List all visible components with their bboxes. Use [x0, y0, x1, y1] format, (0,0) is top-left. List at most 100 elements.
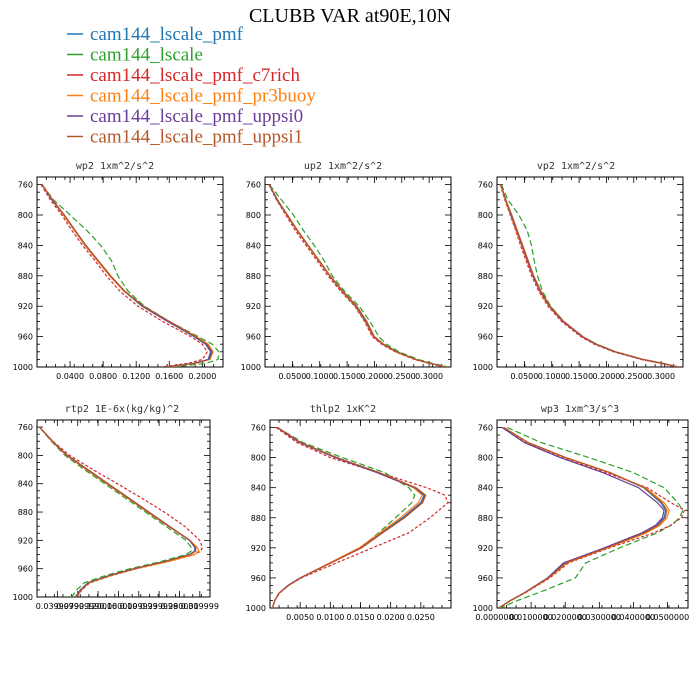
panels: wp2 1xm^2/s^2 760 800 840 880 920 960 1000 0.040… — [13, 161, 690, 622]
series-line-5 — [268, 184, 447, 367]
x-tick-label: 0.160000 — [99, 602, 137, 611]
y-tick-label: 840 — [246, 241, 261, 250]
y-tick-label: 880 — [18, 508, 33, 517]
y-tick-label: 800 — [251, 454, 266, 463]
x-tick-label: 0.1000 — [306, 372, 334, 381]
y-tick-label: 880 — [18, 272, 33, 281]
series-line-6 — [500, 184, 679, 367]
x-tick-label: 0.0500000 — [646, 613, 689, 622]
series-line-2 — [500, 426, 684, 608]
x-tick-label: 0.319999 — [181, 602, 219, 611]
x-tick-label: 0.3000 — [415, 372, 443, 381]
series-line-4 — [268, 184, 446, 367]
series-line-3 — [40, 184, 209, 367]
series-line-6 — [41, 184, 213, 367]
y-tick-label: 840 — [478, 484, 493, 493]
y-tick-label: 1000 — [13, 593, 33, 602]
series-line-6 — [39, 426, 197, 597]
series-line-2 — [39, 426, 192, 597]
y-tick-label: 800 — [478, 211, 493, 220]
x-tick-label: 0.239999 — [140, 602, 178, 611]
panel-title: vp2 1xm^2/s^2 — [537, 161, 615, 172]
y-tick-label: 960 — [478, 574, 493, 583]
y-tick-label: 920 — [18, 302, 33, 311]
series-line-6 — [498, 426, 668, 608]
y-tick-label: 760 — [246, 181, 261, 190]
legend-entry-2: cam144_lscale — [90, 45, 203, 66]
x-tick-label: 0.0500 — [510, 372, 538, 381]
plot-frame — [36, 419, 211, 598]
legend-entry-5: cam144_lscale_pmf_uppsi0 — [90, 106, 303, 127]
panel-title: thlp2 1xK^2 — [310, 404, 376, 415]
x-tick-label: 0.0100000 — [509, 613, 552, 622]
x-tick-label: 0.0200 — [377, 613, 405, 622]
y-tick-label: 800 — [18, 211, 33, 220]
x-tick-label: 0.0500 — [278, 372, 306, 381]
y-tick-label: 760 — [18, 423, 33, 432]
y-tick-label: 880 — [251, 514, 266, 523]
x-tick-label: 0.2000 — [360, 372, 388, 381]
y-tick-label: 880 — [478, 272, 493, 281]
x-tick-label: 0.0250 — [407, 613, 435, 622]
y-tick-label: 1000 — [473, 604, 493, 613]
y-tick-label: 960 — [246, 333, 261, 342]
x-tick-label: 0.280000 — [160, 602, 198, 611]
y-tick-label: 800 — [478, 454, 493, 463]
panel-1: wp2 1xm^2/s^2 760 800 840 880 920 960 1000 0.040… — [13, 161, 224, 381]
panel-6: wp3 1xm^3/s^3 760 800 840 880 920 960 10000.000… — [473, 404, 690, 622]
series-line-5 — [498, 427, 665, 608]
y-tick-label: 760 — [251, 424, 266, 433]
y-tick-label: 1000 — [241, 363, 261, 372]
panel-4: rtp2 1E-6x(kg/kg)^2 760 800 840 880 920 960 100… — [13, 404, 219, 611]
legend-entry-3: cam144_lscale_pmf_c7rich — [90, 65, 300, 86]
series-line-3 — [498, 427, 686, 608]
y-tick-label: 920 — [18, 536, 33, 545]
y-tick-label: 920 — [246, 302, 261, 311]
x-tick-label: 0.0400000 — [612, 613, 655, 622]
plot-frame — [264, 176, 452, 368]
figure-title: CLUBB VAR at90E,10N — [249, 5, 451, 27]
series-group — [499, 184, 679, 367]
series-group — [39, 426, 204, 597]
series-line-3 — [271, 427, 449, 608]
legend: cam144_lscale_pmfcam144_lscalecam144_lsc… — [67, 24, 316, 148]
x-tick-label: 0.2000 — [188, 372, 216, 381]
y-tick-label: 880 — [478, 514, 493, 523]
y-tick-label: 840 — [478, 241, 493, 250]
panel-title: rtp2 1E-6x(kg/kg)^2 — [65, 404, 179, 415]
y-tick-label: 920 — [478, 302, 493, 311]
y-tick-label: 840 — [251, 484, 266, 493]
series-group — [498, 426, 686, 608]
x-tick-label: 0.0800 — [89, 372, 117, 381]
x-tick-label: 0.1200 — [122, 372, 150, 381]
y-tick-label: 960 — [18, 333, 33, 342]
series-group — [40, 184, 220, 367]
y-tick-label: 1000 — [13, 363, 33, 372]
series-line-2 — [271, 426, 416, 608]
x-tick-label: 0.1600 — [155, 372, 183, 381]
legend-entry-1: cam144_lscale_pmf — [90, 24, 244, 45]
y-tick-label: 960 — [18, 565, 33, 574]
x-tick-label: 0.0000000 — [475, 613, 518, 622]
x-tick-label: 0.0799999 — [56, 602, 99, 611]
x-tick-label: 0.0200000 — [544, 613, 587, 622]
series-line-6 — [271, 426, 427, 608]
plot-frame — [496, 176, 684, 368]
panel-title: wp2 1xm^2/s^2 — [76, 161, 154, 172]
series-group — [271, 426, 449, 608]
legend-entry-6: cam144_lscale_pmf_uppsi1 — [90, 127, 303, 148]
x-tick-label: 0.3000 — [647, 372, 675, 381]
series-line-2 — [268, 184, 449, 367]
x-tick-label: 0.1500 — [565, 372, 593, 381]
panel-title: wp3 1xm^3/s^3 — [541, 404, 619, 415]
y-tick-label: 760 — [478, 424, 493, 433]
series-line-3 — [268, 184, 445, 367]
series-line-2 — [500, 184, 679, 367]
y-tick-label: 1000 — [246, 604, 266, 613]
series-group — [268, 184, 449, 367]
x-tick-label: 0.199999 — [120, 602, 158, 611]
y-tick-label: 920 — [251, 544, 266, 553]
x-tick-label: 0.0050 — [286, 613, 314, 622]
